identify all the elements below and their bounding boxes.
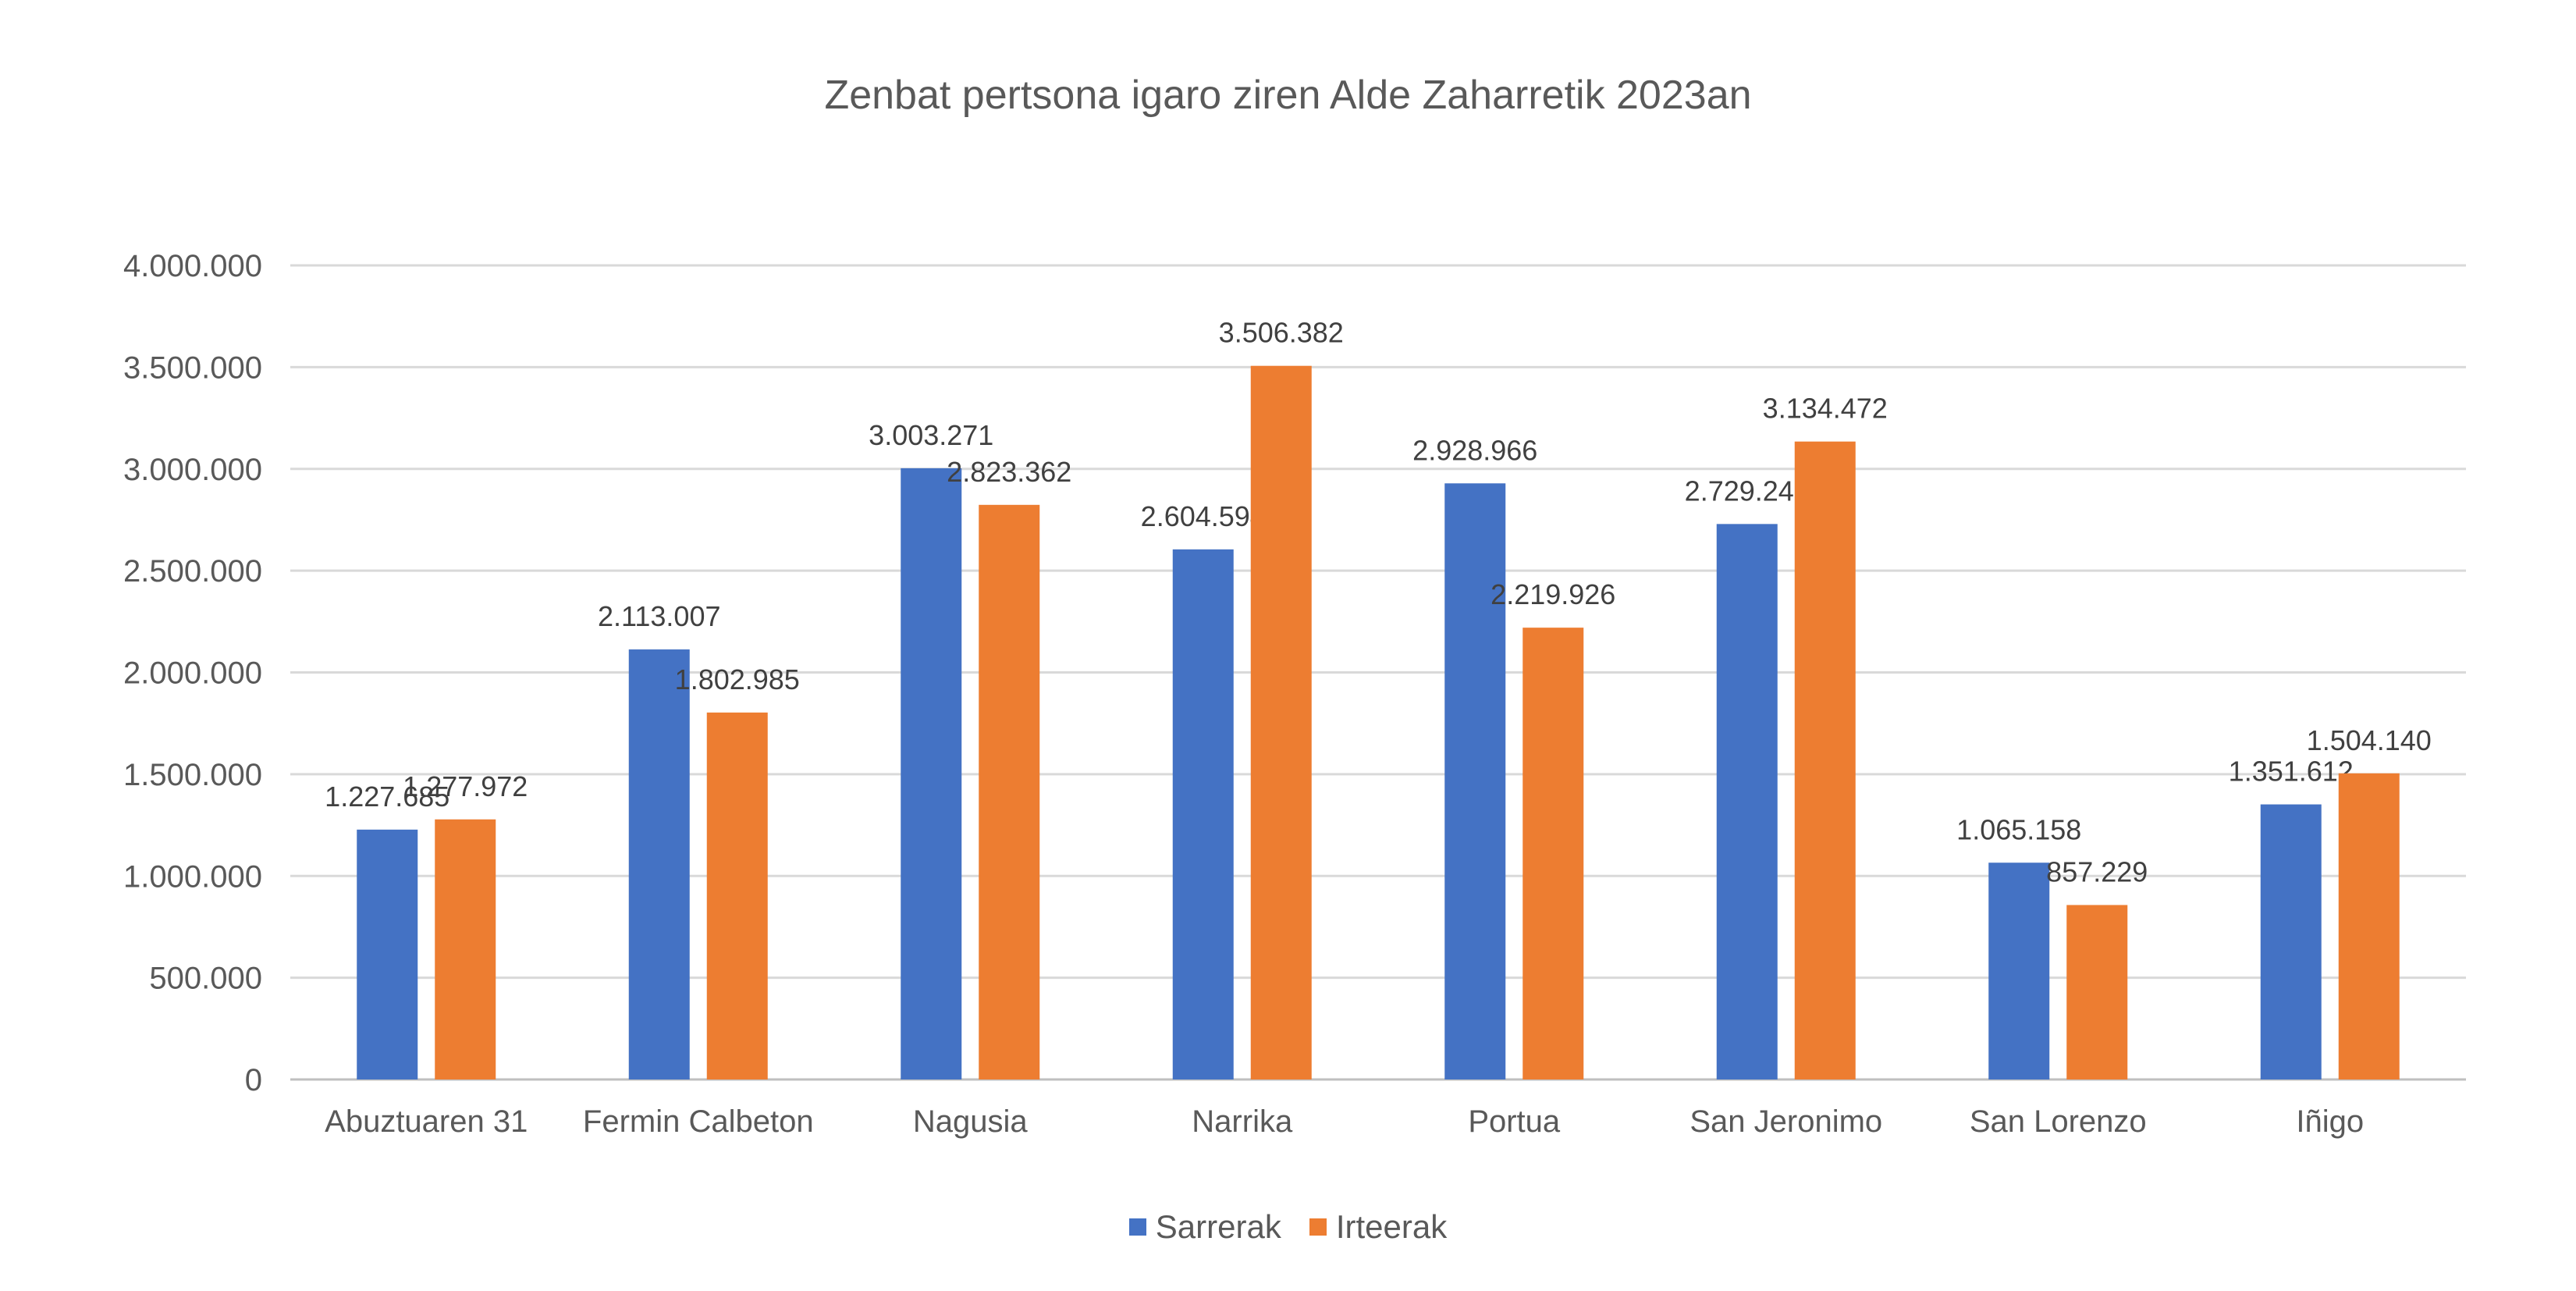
x-tick-label: Nagusia	[913, 1104, 1029, 1139]
data-label: 2.928.966	[1412, 434, 1537, 466]
bar-sarrerak	[1988, 862, 2050, 1079]
y-tick-label: 500.000	[149, 962, 262, 996]
y-tick-label: 3.500.000	[123, 350, 262, 385]
y-tick-label: 1.000.000	[123, 859, 262, 894]
legend: Sarrerak Irteerak	[0, 1208, 2576, 1246]
x-tick-label: Abuztuaren 31	[325, 1104, 528, 1139]
bar-sarrerak	[628, 649, 690, 1079]
bar-irteerak	[1794, 441, 1856, 1079]
data-label: 2.219.926	[1491, 578, 1615, 610]
bar-irteerak	[2066, 905, 2128, 1079]
data-label: 1.351.612	[2229, 756, 2354, 788]
legend-swatch-sarrerak	[1128, 1218, 1146, 1236]
bar-irteerak	[1523, 628, 1584, 1079]
data-label: 2.823.362	[947, 456, 1071, 488]
data-label: 3.003.271	[869, 419, 993, 451]
data-label: 2.604.594	[1141, 500, 1266, 532]
x-tick-label: San Lorenzo	[1970, 1104, 2147, 1139]
y-tick-label: 0	[245, 1063, 262, 1097]
legend-item-sarrerak: Sarrerak	[1128, 1208, 1281, 1246]
y-tick-label: 1.500.000	[123, 758, 262, 792]
bar-sarrerak	[1716, 524, 1778, 1079]
x-tick-label: Portua	[1468, 1104, 1561, 1139]
y-tick-label: 2.000.000	[123, 656, 262, 691]
data-label: 1.504.140	[2307, 724, 2432, 756]
x-tick-label: Narrika	[1192, 1104, 1293, 1139]
bar-irteerak	[2338, 773, 2400, 1079]
x-tick-label: Fermin Calbeton	[583, 1104, 814, 1139]
x-tick-label: Iñigo	[2296, 1104, 2364, 1139]
data-label: 2.729.249	[1685, 475, 1810, 507]
data-label: 2.113.007	[598, 600, 720, 632]
data-label: 3.506.382	[1219, 317, 1344, 349]
y-tick-label: 2.500.000	[123, 554, 262, 589]
chart-title: Zenbat pertsona igaro ziren Alde Zaharre…	[824, 73, 1752, 118]
data-label: 857.229	[2046, 855, 2148, 887]
data-label: 1.227.685	[325, 781, 449, 813]
data-label: 1.802.985	[675, 663, 800, 695]
legend-label-irteerak: Irteerak	[1335, 1208, 1448, 1245]
bar-sarrerak	[901, 468, 962, 1079]
bar-irteerak	[706, 712, 768, 1079]
bar-sarrerak	[1444, 483, 1506, 1079]
data-label: 3.134.472	[1763, 393, 1888, 425]
legend-label-sarrerak: Sarrerak	[1155, 1208, 1281, 1245]
x-tick-label: San Jeronimo	[1690, 1104, 1882, 1139]
y-tick-label: 4.000.000	[123, 249, 262, 283]
legend-item-irteerak: Irteerak	[1309, 1208, 1447, 1246]
bar-sarrerak	[357, 829, 418, 1079]
data-label: 1.277.972	[403, 770, 528, 802]
legend-swatch-irteerak	[1309, 1218, 1327, 1236]
bar-irteerak	[1250, 365, 1312, 1079]
bar-irteerak	[435, 819, 496, 1079]
bar-sarrerak	[2260, 804, 2322, 1079]
bar-irteerak	[979, 504, 1040, 1079]
bar-sarrerak	[1172, 549, 1234, 1079]
data-label: 1.065.158	[1956, 813, 2081, 845]
y-tick-label: 3.000.000	[123, 453, 262, 487]
